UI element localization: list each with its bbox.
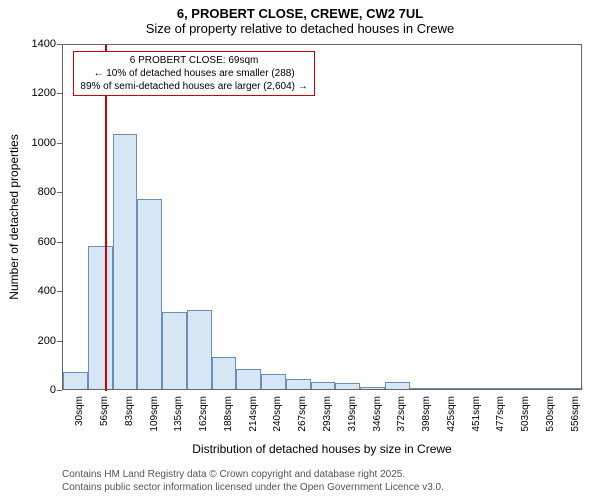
histogram-bar — [360, 387, 385, 389]
y-tick-mark — [57, 93, 62, 94]
x-tick-label: 319sqm — [347, 396, 358, 432]
x-tick-label: 240sqm — [272, 396, 283, 432]
y-tick-label: 0 — [0, 384, 56, 396]
x-tick-label: 214sqm — [248, 396, 259, 432]
x-tick-label: 398sqm — [421, 396, 432, 432]
x-tick-label: 293sqm — [322, 396, 333, 432]
x-tick-label: 503sqm — [520, 396, 531, 432]
histogram-bar — [113, 134, 138, 389]
histogram-bar — [261, 374, 286, 389]
histogram-bar — [311, 382, 336, 389]
footer-attribution: Contains HM Land Registry data © Crown c… — [62, 468, 444, 494]
x-tick-label: 109sqm — [149, 396, 160, 432]
annotation-line: 6 PROBERT CLOSE: 69sqm — [80, 54, 307, 67]
histogram-bar — [88, 246, 113, 389]
x-tick-label: 372sqm — [396, 396, 407, 432]
y-tick-mark — [57, 242, 62, 243]
property-marker-line — [105, 45, 107, 391]
x-tick-label: 135sqm — [173, 396, 184, 432]
histogram-bar — [162, 312, 187, 389]
x-tick-label: 556sqm — [570, 396, 581, 432]
footer-line-1: Contains HM Land Registry data © Crown c… — [62, 468, 444, 481]
histogram-bar — [286, 379, 311, 389]
x-tick-label: 425sqm — [446, 396, 457, 432]
histogram-bar — [459, 388, 484, 389]
x-tick-label: 83sqm — [124, 396, 135, 426]
histogram-bar — [137, 199, 162, 389]
x-axis-label: Distribution of detached houses by size … — [62, 442, 582, 456]
y-tick-mark — [57, 341, 62, 342]
y-tick-mark — [57, 291, 62, 292]
plot-area: 6 PROBERT CLOSE: 69sqm← 10% of detached … — [62, 44, 582, 390]
histogram-bar — [509, 388, 534, 389]
x-tick-label: 530sqm — [545, 396, 556, 432]
histogram-bar — [335, 383, 360, 389]
x-tick-label: 188sqm — [223, 396, 234, 432]
x-tick-label: 477sqm — [495, 396, 506, 432]
annotation-line: ← 10% of detached houses are smaller (28… — [80, 67, 307, 80]
histogram-bar — [63, 372, 88, 389]
y-tick-mark — [57, 192, 62, 193]
histogram-bar — [187, 310, 212, 389]
annotation-box: 6 PROBERT CLOSE: 69sqm← 10% of detached … — [73, 51, 314, 96]
histogram-bar — [484, 388, 509, 389]
x-tick-label: 162sqm — [198, 396, 209, 432]
y-tick-mark — [57, 143, 62, 144]
histogram-bar — [434, 388, 459, 389]
y-tick-mark — [57, 390, 62, 391]
histogram-bar — [558, 388, 583, 389]
x-tick-label: 346sqm — [372, 396, 383, 432]
histogram-bar — [533, 388, 558, 389]
annotation-line: 89% of semi-detached houses are larger (… — [80, 80, 307, 93]
y-tick-label: 200 — [0, 335, 56, 347]
x-tick-label: 56sqm — [99, 396, 110, 426]
histogram-bar — [212, 357, 237, 389]
y-tick-label: 1400 — [0, 38, 56, 50]
histogram-bar — [236, 369, 261, 389]
x-tick-label: 30sqm — [74, 396, 85, 426]
y-axis-label: Number of detached properties — [7, 134, 21, 299]
histogram-bar — [410, 388, 435, 389]
histogram-bar — [385, 382, 410, 389]
x-tick-label: 451sqm — [471, 396, 482, 432]
y-tick-mark — [57, 44, 62, 45]
x-tick-label: 267sqm — [297, 396, 308, 432]
y-tick-label: 1200 — [0, 87, 56, 99]
footer-line-2: Contains public sector information licen… — [62, 481, 444, 494]
histogram-chart: 6 PROBERT CLOSE: 69sqm← 10% of detached … — [0, 0, 600, 500]
